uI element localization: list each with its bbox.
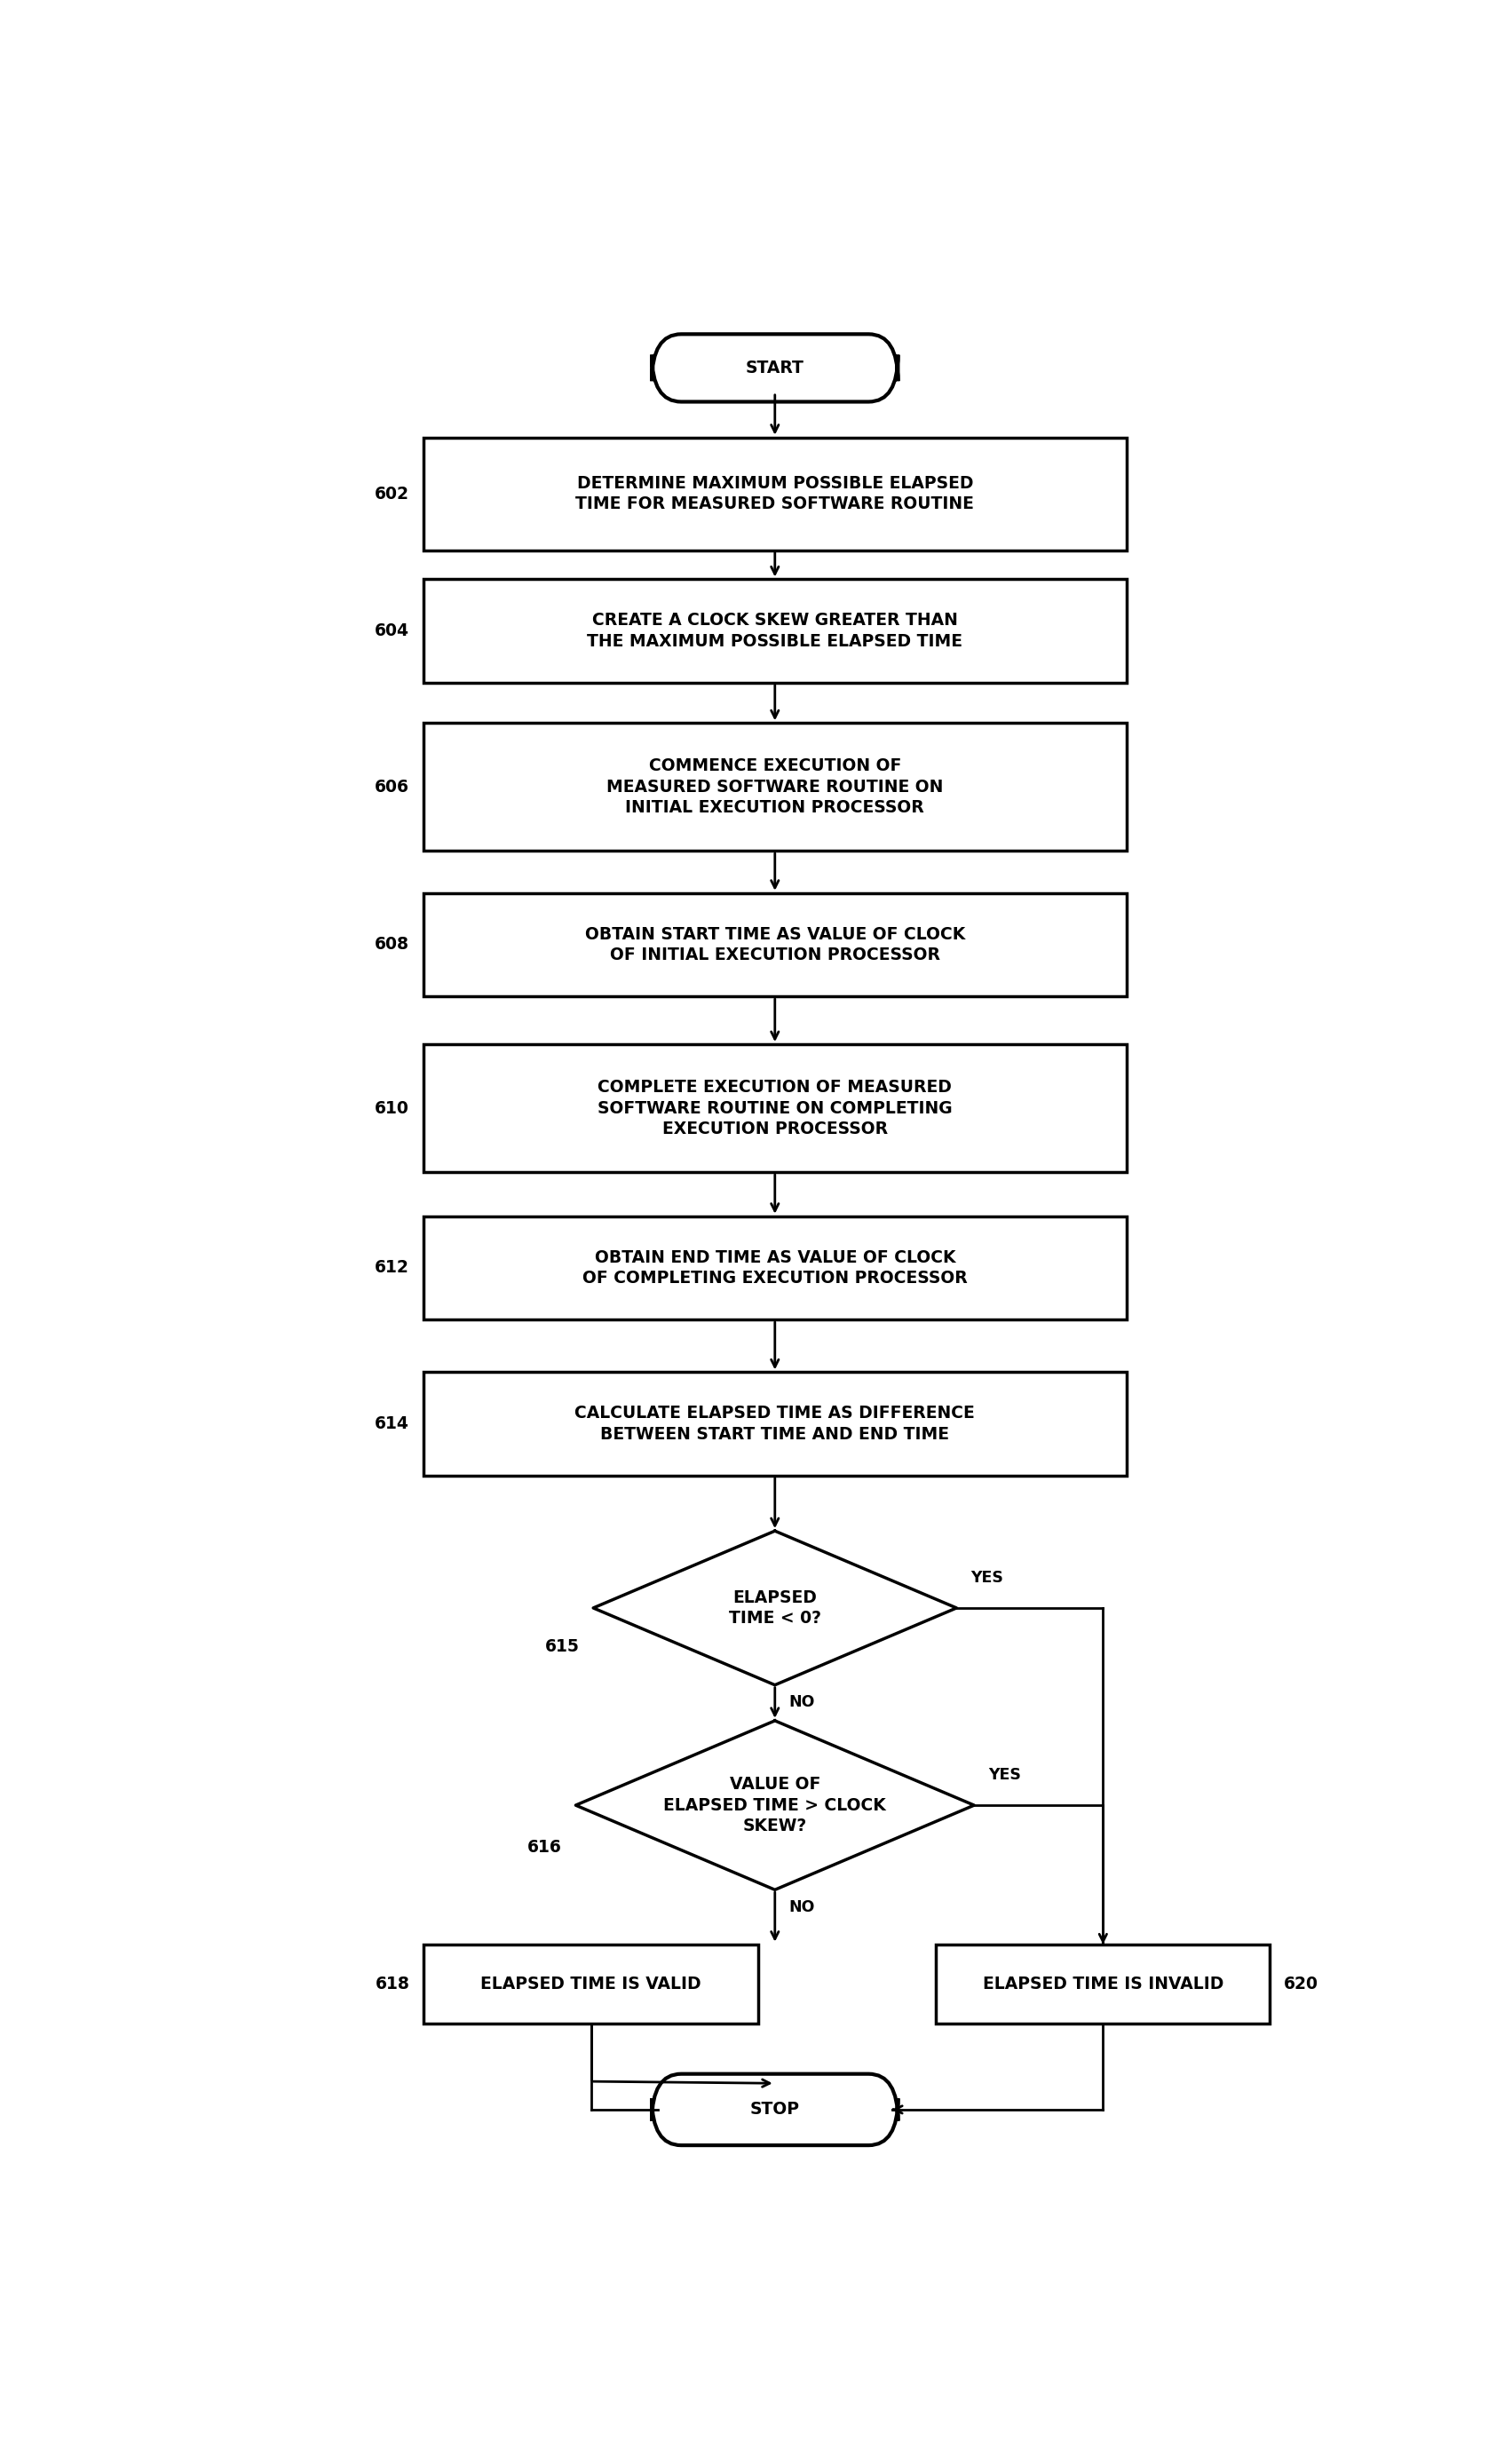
Text: 615: 615: [544, 1637, 579, 1654]
Text: ELAPSED TIME IS INVALID: ELAPSED TIME IS INVALID: [983, 1976, 1223, 1991]
Text: YES: YES: [989, 1767, 1021, 1784]
Text: 606: 606: [375, 778, 410, 795]
Text: 616: 616: [528, 1840, 561, 1857]
Text: 608: 608: [375, 937, 410, 954]
Text: 614: 614: [375, 1415, 410, 1432]
FancyBboxPatch shape: [652, 334, 898, 403]
Bar: [423, 1371, 1126, 1476]
Text: 604: 604: [375, 622, 410, 639]
Bar: [423, 1215, 1126, 1320]
Bar: [423, 437, 1126, 549]
Text: YES: YES: [971, 1569, 1004, 1586]
Text: 620: 620: [1284, 1976, 1318, 1991]
Text: OBTAIN START TIME AS VALUE OF CLOCK
OF INITIAL EXECUTION PROCESSOR: OBTAIN START TIME AS VALUE OF CLOCK OF I…: [585, 925, 965, 964]
Text: DETERMINE MAXIMUM POSSIBLE ELAPSED
TIME FOR MEASURED SOFTWARE ROUTINE: DETERMINE MAXIMUM POSSIBLE ELAPSED TIME …: [576, 476, 974, 512]
Bar: [423, 578, 1126, 683]
Text: START: START: [745, 359, 804, 376]
Text: NO: NO: [789, 1693, 815, 1710]
Text: NO: NO: [789, 1898, 815, 1915]
Bar: [423, 1945, 758, 2023]
Polygon shape: [576, 1720, 974, 1889]
Text: OBTAIN END TIME AS VALUE OF CLOCK
OF COMPLETING EXECUTION PROCESSOR: OBTAIN END TIME AS VALUE OF CLOCK OF COM…: [582, 1249, 968, 1286]
Text: 610: 610: [375, 1100, 410, 1118]
Bar: [423, 893, 1126, 996]
Bar: [423, 722, 1126, 852]
Text: COMMENCE EXECUTION OF
MEASURED SOFTWARE ROUTINE ON
INITIAL EXECUTION PROCESSOR: COMMENCE EXECUTION OF MEASURED SOFTWARE …: [606, 759, 943, 817]
Text: CALCULATE ELAPSED TIME AS DIFFERENCE
BETWEEN START TIME AND END TIME: CALCULATE ELAPSED TIME AS DIFFERENCE BET…: [575, 1405, 975, 1442]
Bar: [936, 1945, 1270, 2023]
Text: 618: 618: [375, 1976, 410, 1991]
Text: COMPLETE EXECUTION OF MEASURED
SOFTWARE ROUTINE ON COMPLETING
EXECUTION PROCESSO: COMPLETE EXECUTION OF MEASURED SOFTWARE …: [597, 1078, 953, 1137]
Text: STOP: STOP: [750, 2101, 800, 2118]
Text: ELAPSED
TIME < 0?: ELAPSED TIME < 0?: [729, 1588, 821, 1627]
FancyBboxPatch shape: [652, 2074, 898, 2145]
Polygon shape: [593, 1530, 957, 1686]
Text: 612: 612: [375, 1259, 410, 1276]
Text: VALUE OF
ELAPSED TIME > CLOCK
SKEW?: VALUE OF ELAPSED TIME > CLOCK SKEW?: [664, 1776, 886, 1835]
Text: ELAPSED TIME IS VALID: ELAPSED TIME IS VALID: [481, 1976, 702, 1991]
Text: 602: 602: [375, 486, 410, 503]
Text: CREATE A CLOCK SKEW GREATER THAN
THE MAXIMUM POSSIBLE ELAPSED TIME: CREATE A CLOCK SKEW GREATER THAN THE MAX…: [587, 612, 963, 649]
Bar: [423, 1044, 1126, 1171]
